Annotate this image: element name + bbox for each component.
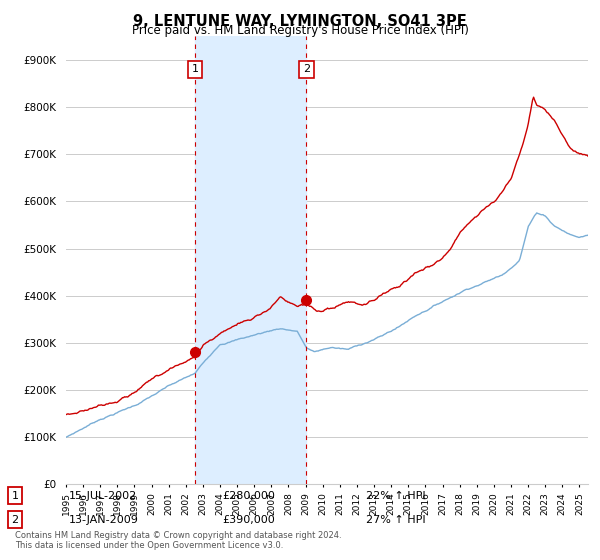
Text: 13-JAN-2009: 13-JAN-2009 xyxy=(69,515,139,525)
Text: Contains HM Land Registry data © Crown copyright and database right 2024.
This d: Contains HM Land Registry data © Crown c… xyxy=(15,530,341,550)
Bar xyxy=(195,36,306,484)
Text: 2: 2 xyxy=(11,515,19,525)
Text: 1: 1 xyxy=(191,64,199,74)
Text: 9, LENTUNE WAY, LYMINGTON, SO41 3PE: 9, LENTUNE WAY, LYMINGTON, SO41 3PE xyxy=(133,14,467,29)
Text: 27% ↑ HPI: 27% ↑ HPI xyxy=(366,515,425,525)
Text: 2: 2 xyxy=(303,64,310,74)
Text: Price paid vs. HM Land Registry's House Price Index (HPI): Price paid vs. HM Land Registry's House … xyxy=(131,24,469,36)
Text: 15-JUL-2002: 15-JUL-2002 xyxy=(69,491,137,501)
Text: £280,000: £280,000 xyxy=(222,491,275,501)
Text: 22% ↑ HPI: 22% ↑ HPI xyxy=(366,491,425,501)
Text: £390,000: £390,000 xyxy=(222,515,275,525)
Text: 1: 1 xyxy=(11,491,19,501)
